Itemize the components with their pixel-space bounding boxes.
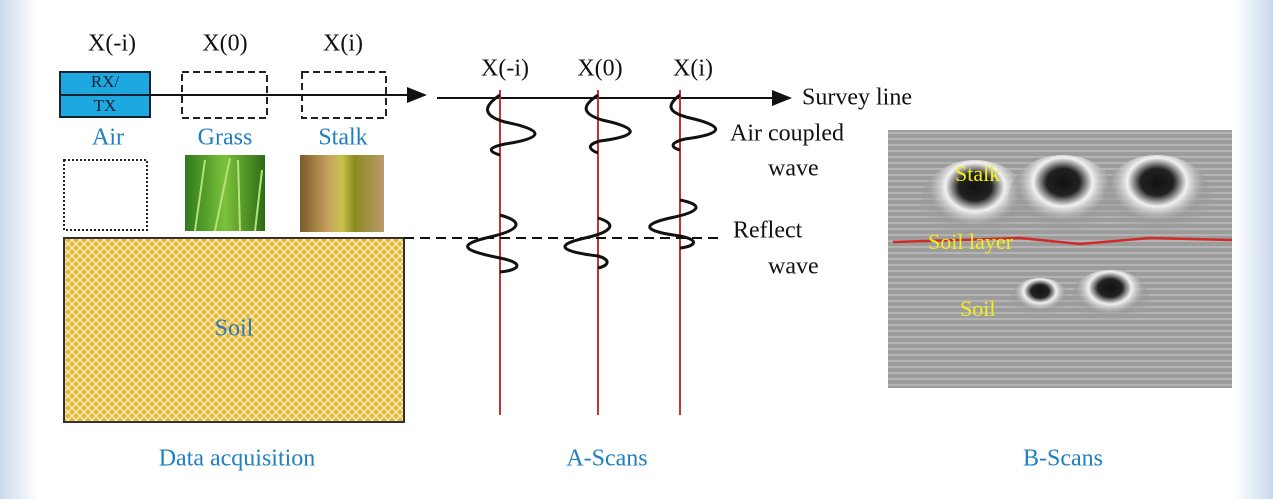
- position-label: X(-i): [88, 31, 136, 57]
- soil-label: Soil: [215, 316, 254, 342]
- wave-label: wave: [768, 156, 819, 182]
- hyperbola: [1070, 270, 1150, 330]
- air-box: [64, 160, 147, 230]
- hyperbola: [1102, 155, 1212, 245]
- antenna-label: RX/: [91, 72, 120, 91]
- b-scan-label: Soil layer: [928, 229, 1014, 254]
- caption: A-Scans: [566, 446, 647, 472]
- hyperbola: [1010, 278, 1070, 322]
- medium-label: Grass: [198, 125, 253, 151]
- b-scan-label: Soil: [960, 296, 995, 321]
- antenna-label: TX: [94, 96, 117, 115]
- position-label: X(0): [577, 56, 622, 82]
- b-scan-label: Stalk: [955, 161, 1000, 186]
- caption: Data acquisition: [159, 446, 316, 472]
- medium-label: Air: [92, 125, 124, 151]
- wave-label: wave: [768, 254, 819, 280]
- survey-line-label: Survey line: [802, 85, 912, 111]
- hyperbola: [1008, 155, 1118, 245]
- wave-label: Air coupled: [730, 121, 844, 147]
- diagram: X(-i) X(0) X(i) RX/ TX Air Grass Stalk S…: [0, 0, 1273, 499]
- position-label: X(i): [323, 31, 363, 57]
- medium-label: Stalk: [318, 125, 367, 151]
- position-label: X(i): [673, 56, 713, 82]
- position-label: X(-i): [481, 56, 529, 82]
- caption: B-Scans: [1023, 446, 1103, 472]
- position-label: X(0): [202, 31, 247, 57]
- stalk-image: [300, 155, 384, 232]
- wave-label: Reflect: [733, 218, 803, 244]
